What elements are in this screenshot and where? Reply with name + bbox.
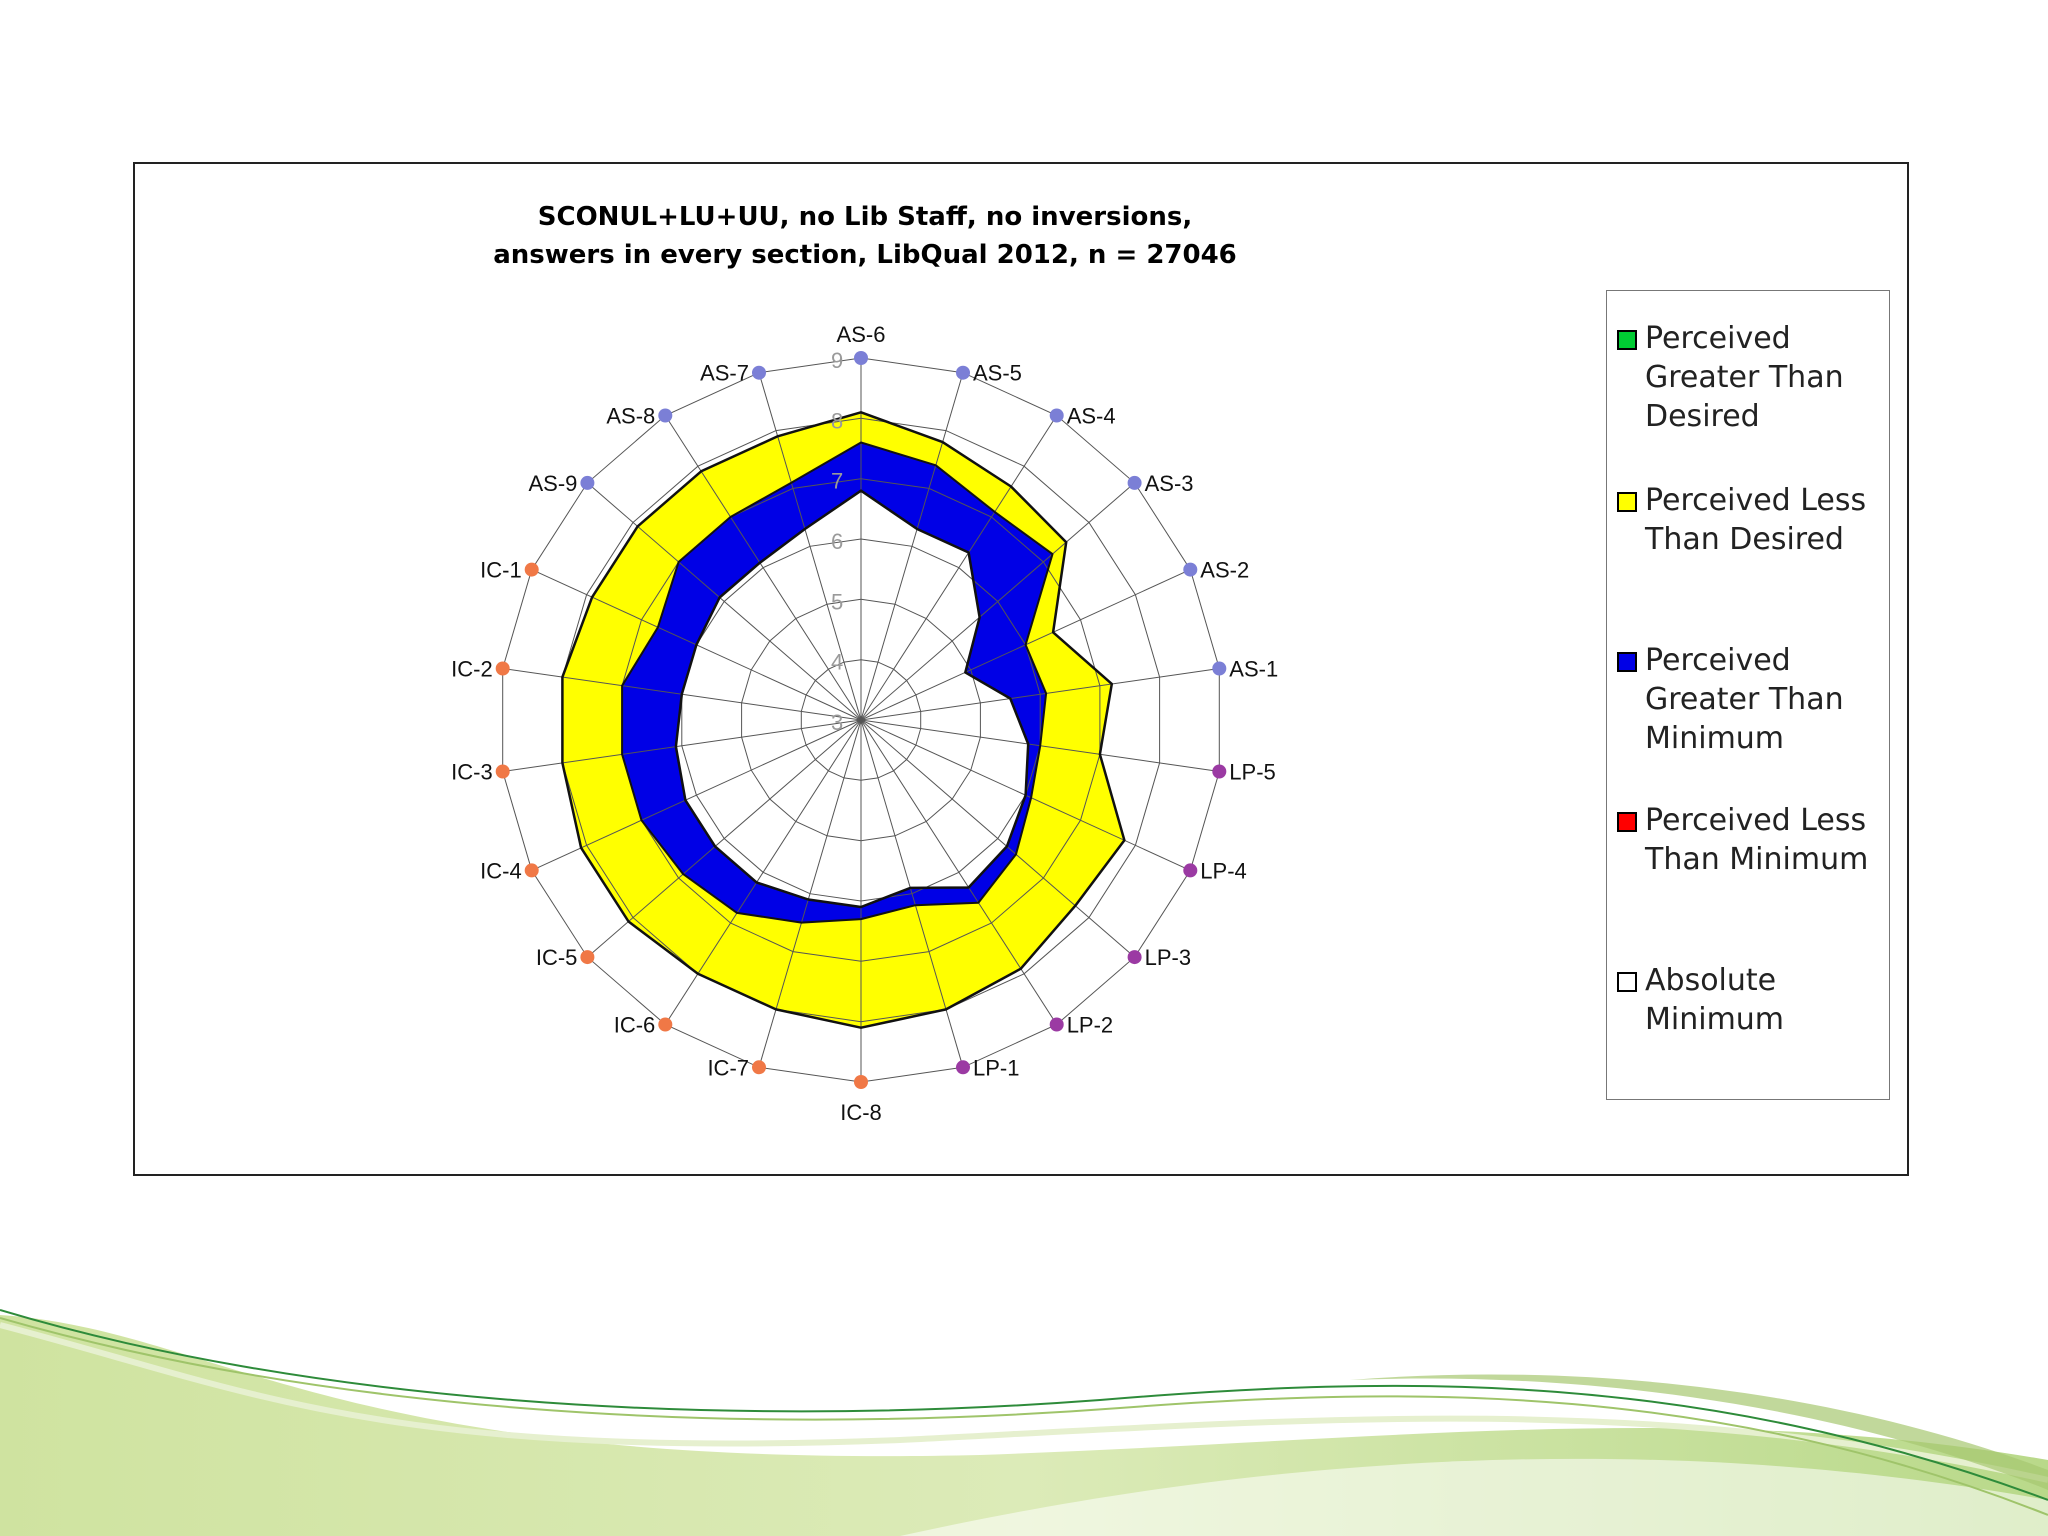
- legend-swatch-perceived-less-than-desired: [1617, 492, 1637, 512]
- category-marker: [752, 365, 766, 380]
- grid-spoke: [860, 668, 1220, 721]
- legend-swatch-perceived-greater-than-minimum: [1617, 652, 1637, 672]
- chart-legend: Perceived Greater Than Desired Perceived…: [1606, 290, 1890, 1100]
- legend-label: Perceived Less Than Desired: [1645, 483, 1867, 557]
- category-marker: [1049, 1017, 1064, 1032]
- category-marker: [956, 365, 970, 380]
- legend-swatch-perceived-greater-than-desired: [1617, 330, 1637, 350]
- legend-swatch-absolute-minimum: [1617, 972, 1637, 992]
- radial-tick-labels: 3 4 5 6 7 8 9: [831, 348, 843, 735]
- legend-item: Perceived Greater Than Desired: [1617, 319, 1887, 436]
- grid-spoke: [860, 372, 964, 721]
- category-label: IC-4: [480, 858, 522, 883]
- radar-chart: 3 4 5 6 7 8 9 AS-6 AS-5 AS-4 AS-3 AS-2 AS-1 LP-5 LP-4…: [451, 322, 1278, 1125]
- category-marker: [1049, 408, 1064, 423]
- category-marker: [1212, 764, 1227, 779]
- series-line-minimum: [674, 489, 1030, 909]
- category-labels: AS-6 AS-5 AS-4 AS-3 AS-2 AS-1 LP-5 LP-4 LP-3 LP-2…: [451, 322, 1278, 1125]
- category-marker: [495, 764, 510, 779]
- category-label: LP-5: [1229, 760, 1275, 785]
- category-label: LP-3: [1145, 945, 1191, 970]
- legend-swatch-perceived-less-than-minimum: [1617, 812, 1637, 832]
- category-marker: [580, 950, 595, 965]
- grid-spoke: [664, 415, 862, 721]
- category-label: IC-2: [451, 657, 493, 682]
- radar-outlines: [561, 411, 1126, 1029]
- category-marker: [1127, 950, 1142, 965]
- category-label: AS-5: [973, 361, 1022, 386]
- category-label: AS-7: [700, 361, 749, 386]
- category-label: AS-8: [606, 404, 655, 429]
- category-marker: [752, 1060, 766, 1075]
- category-marker: [854, 351, 868, 365]
- grid-spoke: [531, 719, 862, 871]
- category-marker: [1212, 661, 1227, 676]
- radial-tick-label: 9: [831, 348, 843, 373]
- category-label: AS-1: [1229, 657, 1278, 682]
- grid-spoke: [587, 719, 862, 958]
- category-label: IC-5: [536, 945, 578, 970]
- category-marker: [524, 863, 539, 878]
- grid-spoke: [860, 482, 1135, 721]
- grid-spoke: [860, 719, 1135, 958]
- category-label: AS-6: [837, 322, 886, 347]
- category-label: AS-3: [1145, 471, 1194, 496]
- series-line-perceived: [621, 441, 1054, 924]
- radial-tick-label: 5: [831, 589, 843, 614]
- legend-label: Perceived Greater Than Desired: [1645, 321, 1844, 434]
- category-label: LP-2: [1067, 1013, 1113, 1038]
- category-label: IC-8: [840, 1100, 882, 1125]
- series-line-desired: [561, 411, 1126, 1029]
- grid-spoke: [587, 482, 862, 721]
- chart-title: SCONUL+LU+UU, no Lib Staff, no inversion…: [135, 198, 1595, 274]
- category-marker: [1183, 562, 1198, 577]
- category-marker: [956, 1060, 970, 1075]
- minimum-area: [675, 490, 1029, 907]
- category-marker: [1127, 475, 1142, 490]
- category-marker: [854, 1075, 868, 1089]
- radial-tick-label: 6: [831, 529, 843, 554]
- radial-tick-label: 4: [831, 650, 843, 675]
- legend-item: Absolute Minimum: [1617, 961, 1887, 1039]
- category-markers: [495, 351, 1227, 1089]
- radial-tick-label: 7: [831, 469, 843, 494]
- grid-spoke: [758, 372, 862, 721]
- category-label: LP-4: [1200, 858, 1246, 883]
- category-label: AS-2: [1200, 558, 1249, 583]
- legend-item: Perceived Less Than Desired: [1617, 481, 1887, 559]
- grid-spoke: [860, 415, 1058, 721]
- category-marker: [1183, 863, 1198, 878]
- category-label: AS-4: [1067, 404, 1116, 429]
- category-marker: [580, 475, 595, 490]
- category-label: AS-9: [528, 471, 577, 496]
- category-label: IC-1: [480, 558, 522, 583]
- legend-label: Absolute Minimum: [1645, 963, 1785, 1037]
- chart-title-line-2: answers in every section, LibQual 2012, …: [493, 240, 1237, 270]
- category-marker: [658, 1017, 673, 1032]
- chart-frame: SCONUL+LU+UU, no Lib Staff, no inversion…: [133, 162, 1909, 1176]
- category-marker: [658, 408, 673, 423]
- category-label: LP-1: [973, 1055, 1019, 1080]
- category-label: IC-7: [707, 1055, 749, 1080]
- radar-grid: [502, 357, 1220, 1083]
- legend-item: Perceived Less Than Minimum: [1617, 801, 1887, 879]
- chart-title-line-1: SCONUL+LU+UU, no Lib Staff, no inversion…: [537, 202, 1193, 232]
- category-marker: [524, 562, 539, 577]
- category-marker: [495, 661, 510, 676]
- radial-tick-label: 8: [831, 408, 843, 433]
- radial-tick-label: 3: [831, 710, 843, 735]
- grid-spoke: [860, 719, 1058, 1025]
- legend-label: Perceived Greater Than Minimum: [1645, 643, 1844, 756]
- category-label: IC-6: [614, 1013, 656, 1038]
- legend-label: Perceived Less Than Minimum: [1645, 803, 1869, 877]
- legend-item: Perceived Greater Than Minimum: [1617, 641, 1887, 758]
- category-label: IC-3: [451, 760, 493, 785]
